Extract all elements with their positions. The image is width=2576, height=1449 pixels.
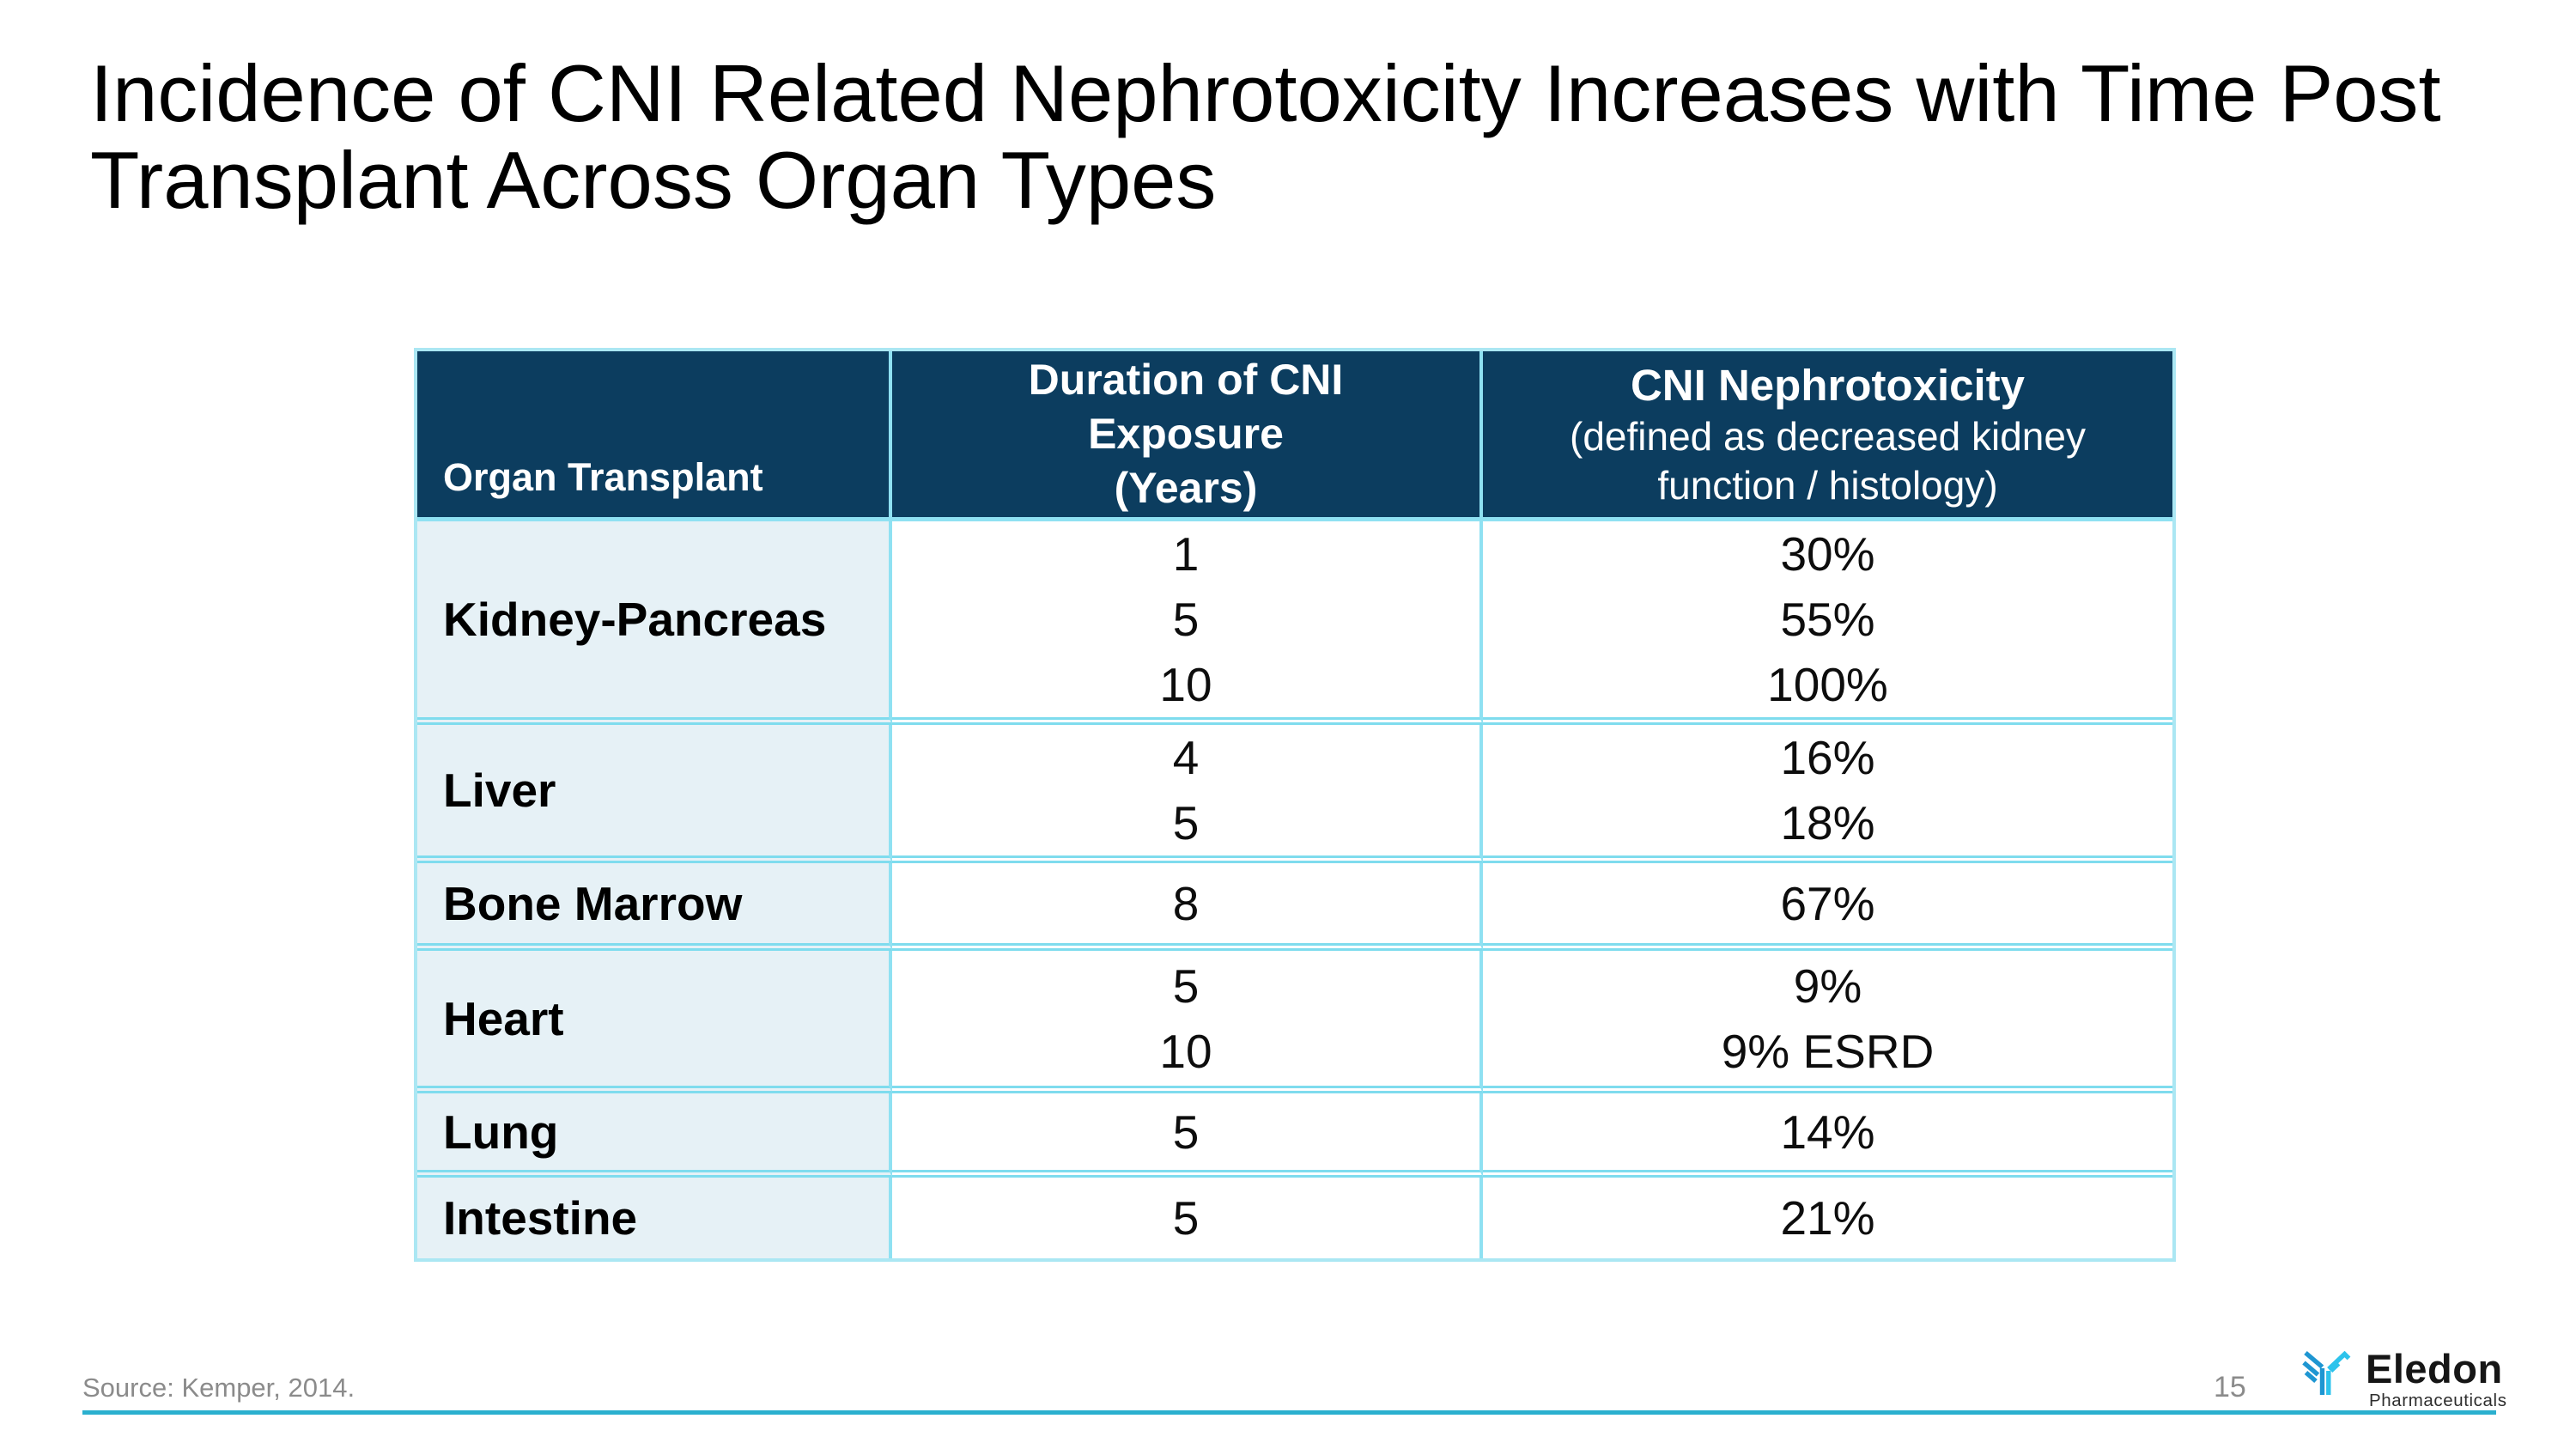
source-note: Source: Kemper, 2014. bbox=[82, 1373, 355, 1403]
organ-cell: Intestine bbox=[417, 1178, 892, 1258]
header-cell-duration: Duration of CNI Exposure (Years) bbox=[892, 351, 1483, 521]
slide-title: Incidence of CNI Related Nephrotoxicity … bbox=[90, 50, 2441, 223]
value-line: 21% bbox=[1780, 1191, 1875, 1245]
value-line: 100% bbox=[1767, 658, 1888, 711]
value-line: 30% bbox=[1780, 527, 1875, 581]
value-line: 10 bbox=[1159, 1024, 1212, 1078]
value-line: 10 bbox=[1159, 658, 1212, 711]
text-line: Exposure bbox=[1088, 410, 1284, 458]
page-number: 15 bbox=[2214, 1371, 2246, 1403]
organ-toxicity-table: Organ Transplant Duration of CNI Exposure… bbox=[414, 348, 2176, 1262]
value-line: 5 bbox=[1172, 1105, 1200, 1159]
toxicity-cell: 67% bbox=[1483, 863, 2172, 951]
value-line: 9% bbox=[1793, 959, 1862, 1013]
value-line: 16% bbox=[1780, 731, 1875, 784]
value-line: 9% ESRD bbox=[1721, 1024, 1935, 1078]
value-line: 5 bbox=[1172, 796, 1200, 849]
text-line: (Years) bbox=[1114, 464, 1258, 512]
table-row: Intestine 5 21% bbox=[417, 1178, 2172, 1258]
value-line: 67% bbox=[1780, 876, 1875, 930]
eledon-logo: Eledon Pharmaceuticals bbox=[2299, 1349, 2507, 1411]
value-line: 4 bbox=[1172, 731, 1200, 784]
organ-cell: Heart bbox=[417, 951, 892, 1093]
value-line: 5 bbox=[1172, 1191, 1200, 1245]
title-line-2: Transplant Across Organ Types bbox=[90, 135, 1217, 225]
duration-cell: 5 10 bbox=[892, 951, 1483, 1093]
text-line: Duration of CNI bbox=[1028, 356, 1344, 404]
toxicity-cell: 14% bbox=[1483, 1093, 2172, 1178]
table-row: Bone Marrow 8 67% bbox=[417, 863, 2172, 951]
duration-cell: 8 bbox=[892, 863, 1483, 951]
toxicity-cell: 30% 55% 100% bbox=[1483, 521, 2172, 725]
table-container: Organ Transplant Duration of CNI Exposure… bbox=[414, 348, 2176, 1262]
toxicity-cell: 16% 18% bbox=[1483, 725, 2172, 863]
table-row: Liver 4 5 16% 18% bbox=[417, 725, 2172, 863]
text-line: function / histology) bbox=[1657, 463, 1998, 508]
value-line: 8 bbox=[1172, 876, 1200, 930]
header-cell-organ: Organ Transplant bbox=[417, 351, 892, 521]
value-line: 1 bbox=[1172, 527, 1200, 581]
value-line: 5 bbox=[1172, 959, 1200, 1013]
duration-cell: 5 bbox=[892, 1178, 1483, 1258]
value-line: 55% bbox=[1780, 593, 1875, 646]
footer-divider-rule bbox=[82, 1410, 2496, 1415]
toxicity-cell: 9% 9% ESRD bbox=[1483, 951, 2172, 1093]
header-cell-toxicity: CNI Nephrotoxicity (defined as decreased… bbox=[1483, 351, 2172, 521]
toxicity-header-title: CNI Nephrotoxicity bbox=[1630, 361, 2026, 410]
value-line: 5 bbox=[1172, 593, 1200, 646]
value-line: 14% bbox=[1780, 1105, 1875, 1159]
logo-company-subtitle: Pharmaceuticals bbox=[2369, 1391, 2507, 1410]
logo-wordmark: Eledon Pharmaceuticals bbox=[2366, 1349, 2507, 1411]
title-line-1: Incidence of CNI Related Nephrotoxicity … bbox=[90, 48, 2441, 138]
antibody-icon bbox=[2302, 1350, 2351, 1395]
logo-company-name: Eledon bbox=[2366, 1346, 2503, 1391]
organ-cell: Bone Marrow bbox=[417, 863, 892, 951]
text-line: (defined as decreased kidney bbox=[1570, 414, 2086, 459]
organ-cell: Kidney-Pancreas bbox=[417, 521, 892, 725]
organ-cell: Lung bbox=[417, 1093, 892, 1178]
duration-cell: 5 bbox=[892, 1093, 1483, 1178]
table-row: Heart 5 10 9% 9% ESRD bbox=[417, 951, 2172, 1093]
table-row: Lung 5 14% bbox=[417, 1093, 2172, 1178]
table-row: Kidney-Pancreas 1 5 10 30% 55% 100% bbox=[417, 521, 2172, 725]
toxicity-header-subtitle: (defined as decreased kidney function / h… bbox=[1483, 412, 2172, 510]
organ-cell: Liver bbox=[417, 725, 892, 863]
value-line: 18% bbox=[1780, 796, 1875, 849]
table-header-row: Organ Transplant Duration of CNI Exposure… bbox=[417, 351, 2172, 521]
toxicity-cell: 21% bbox=[1483, 1178, 2172, 1258]
duration-cell: 1 5 10 bbox=[892, 521, 1483, 725]
